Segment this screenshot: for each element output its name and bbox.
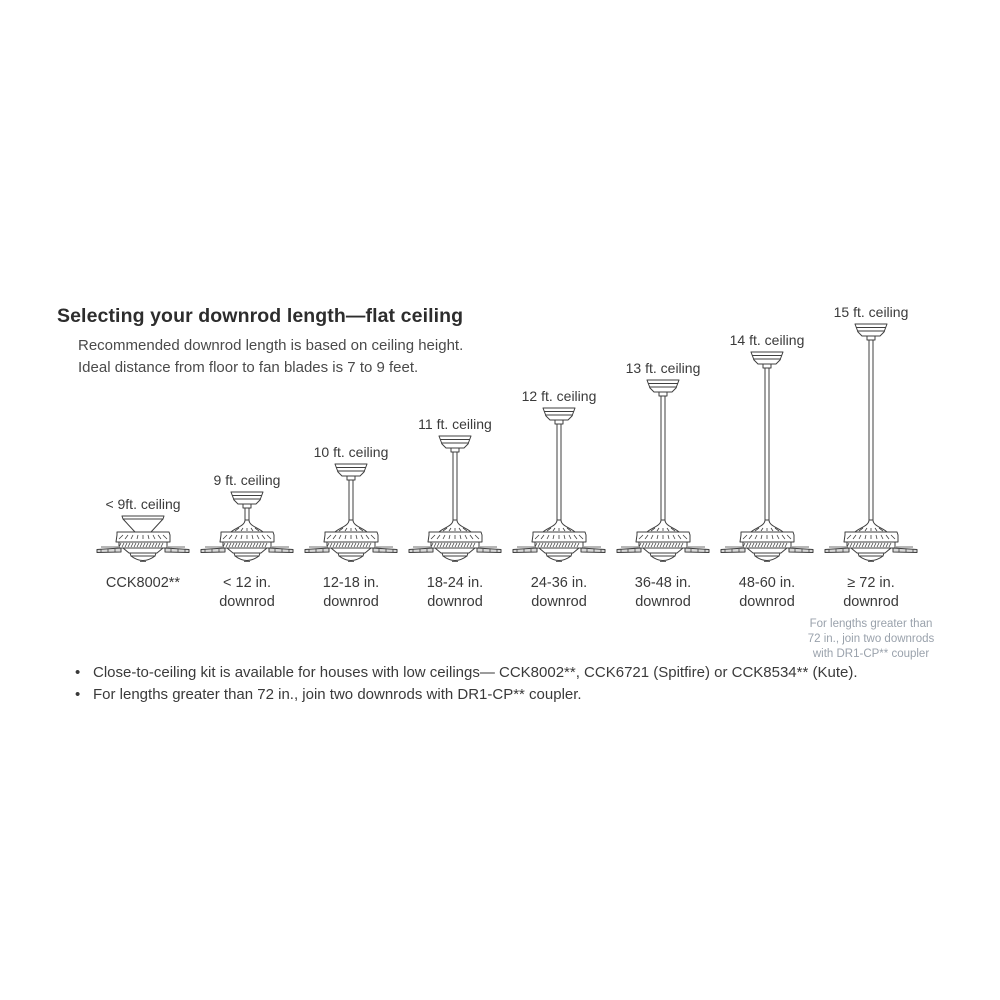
- coupler-note: For lengths greater than 72 in., join two…: [808, 617, 935, 662]
- fan-column: 11 ft. ceiling 18-24 in. downrod: [403, 416, 507, 616]
- subtitle-line-1: Recommended downrod length is based on c…: [78, 337, 464, 354]
- ceiling-fan-illustration: [616, 379, 710, 562]
- fan-diagram-row: < 9ft. ceiling CCK8002** 9 ft. ceiling < 12…: [91, 304, 935, 660]
- downrod-label-line-2: downrod: [219, 593, 275, 610]
- subtitle-line-2: Ideal distance from floor to fan blades …: [78, 358, 419, 376]
- page-title: Selecting your downrod length—flat ceili…: [57, 305, 464, 327]
- fan-column: < 9ft. ceiling CCK8002**: [91, 496, 195, 616]
- ceiling-height-label: 10 ft. ceiling: [313, 444, 389, 460]
- footnote-close-to-ceiling-kit: • Close-to-ceiling kit is available for …: [75, 662, 858, 684]
- downrod-recommendation-label: CCK8002**: [106, 574, 180, 616]
- downrod-recommendation-label: 18-24 in. downrod: [427, 574, 483, 616]
- downrod-recommendation-label: 36-48 in. downrod: [635, 574, 691, 616]
- fan-column: 15 ft. ceiling ≥ 72 in. downrod For lengths…: [808, 304, 935, 660]
- downrod-label-line-2: downrod: [739, 593, 795, 610]
- downrod-label-line-2: downrod: [531, 593, 587, 610]
- ceiling-height-label: 9 ft. ceiling: [213, 472, 281, 488]
- downrod-recommendation-label: 24-36 in. downrod: [531, 574, 587, 616]
- downrod-label-line-2: downrod: [635, 593, 691, 610]
- fan-column: 10 ft. ceiling 12-18 in. downrod: [299, 444, 403, 616]
- fan-column: 14 ft. ceiling 48-60 in. downrod: [715, 332, 819, 616]
- downrod-label-line-1: 48-60 in.: [738, 575, 796, 591]
- bullet-icon: •: [75, 664, 81, 681]
- coupler-note-line: For lengths greater than: [809, 618, 933, 630]
- ceiling-fan-illustration: [96, 515, 190, 562]
- downrod-label-line-1: 36-48 in.: [634, 575, 692, 591]
- footnotes: • Close-to-ceiling kit is available for …: [75, 662, 858, 706]
- downrod-label-line-1: 24-36 in.: [530, 575, 588, 591]
- downrod-label-line-1: < 12 in.: [223, 575, 271, 591]
- ceiling-fan-illustration: [512, 407, 606, 562]
- bullet-icon: •: [75, 685, 81, 703]
- ceiling-fan-illustration: [304, 463, 398, 562]
- footnote-text: Close-to-ceiling kit is available for ho…: [93, 664, 858, 681]
- downrod-recommendation-label: ≥ 72 in. downrod: [843, 574, 899, 616]
- fan-column: 9 ft. ceiling < 12 in. downrod: [195, 472, 299, 616]
- ceiling-fan-illustration: [200, 491, 294, 562]
- ceiling-height-label: 13 ft. ceiling: [625, 360, 701, 376]
- ceiling-height-label: 12 ft. ceiling: [521, 388, 597, 404]
- downrod-label-line-1: 12-18 in.: [322, 575, 380, 591]
- downrod-label-line-2: downrod: [323, 593, 379, 610]
- coupler-note-line: 72 in., join two downrods: [807, 632, 935, 645]
- page-subtitle: Recommended downrod length is based on c…: [78, 335, 463, 379]
- ceiling-fan-illustration: [824, 323, 918, 562]
- ceiling-fan-illustration: [408, 435, 502, 562]
- footnote-text: For lengths greater than 72 in., join tw…: [93, 685, 582, 703]
- ceiling-height-label: 11 ft. ceiling: [418, 416, 492, 432]
- downrod-label-line-1: ≥ 72 in.: [847, 575, 895, 591]
- ceiling-fan-illustration: [720, 351, 814, 562]
- downrod-recommendation-label: < 12 in. downrod: [219, 574, 275, 616]
- fan-column: 12 ft. ceiling 24-36 in. downrod: [507, 388, 611, 616]
- footnote-coupler: • For lengths greater than 72 in., join …: [75, 684, 858, 706]
- downrod-label-line-1: 18-24 in.: [426, 575, 484, 591]
- downrod-label-line-1: CCK8002**: [105, 575, 181, 591]
- coupler-note-line: with DR1-CP** coupler: [812, 647, 930, 660]
- fan-column: 13 ft. ceiling 36-48 in. downrod: [611, 360, 715, 616]
- downrod-recommendation-label: 48-60 in. downrod: [739, 574, 795, 616]
- ceiling-height-label: < 9ft. ceiling: [105, 496, 181, 512]
- header: Selecting your downrod length—flat ceili…: [57, 305, 463, 379]
- downrod-label-line-2: downrod: [843, 593, 899, 610]
- downrod-label-line-2: downrod: [427, 593, 483, 610]
- ceiling-height-label: 14 ft. ceiling: [729, 332, 805, 348]
- downrod-recommendation-label: 12-18 in. downrod: [323, 574, 379, 616]
- ceiling-height-label: 15 ft. ceiling: [833, 304, 909, 320]
